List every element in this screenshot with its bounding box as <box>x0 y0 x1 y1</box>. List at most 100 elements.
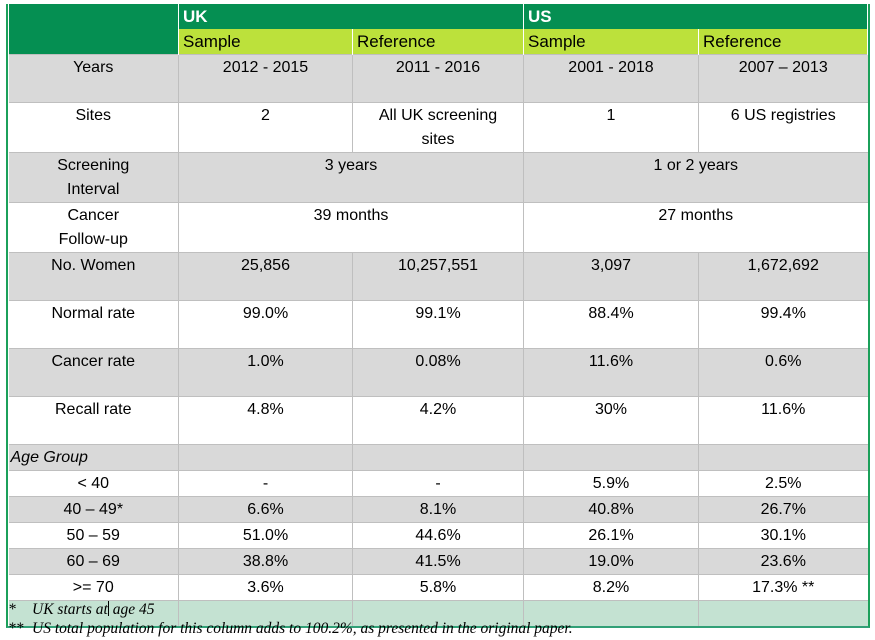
cell-cancer-rate-uk-reference[interactable]: 0.08% <box>352 348 524 397</box>
cell-screening-interval-us[interactable]: 1 or 2 years <box>523 152 868 203</box>
cell-sites-us-reference[interactable]: 6 US registries <box>698 102 868 153</box>
row-age-60-69: 60 – 69 38.8% 41.5% 19.0% 23.6% <box>8 548 868 575</box>
row-cancer-followup: Cancer Follow-up 39 months 27 months <box>8 202 868 253</box>
cell-screening-interval-uk[interactable]: 3 years <box>178 152 524 203</box>
row-recall-rate: Recall rate 4.8% 4.2% 30% 11.6% <box>8 396 868 445</box>
cell-cancer-followup-uk[interactable]: 39 months <box>178 202 524 253</box>
cell-age-group-us-reference-empty[interactable] <box>698 444 868 471</box>
cell-years-uk-reference[interactable]: 2011 - 2016 <box>352 54 524 103</box>
footnote-us-population[interactable]: ** US total population for this column a… <box>8 619 868 638</box>
cell-age-ge-70-us-reference[interactable]: 17.3% ** <box>698 574 868 601</box>
cell-normal-rate-us-reference[interactable]: 99.4% <box>698 300 868 349</box>
row-screening-interval: Screening Interval 3 years 1 or 2 years <box>8 152 868 203</box>
row-label-age-40-49[interactable]: 40 – 49* <box>8 496 179 523</box>
footnote-uk-age[interactable]: * UK starts at age 45 <box>8 600 868 619</box>
cell-no-women-us-sample[interactable]: 3,097 <box>523 252 699 301</box>
cell-age-group-uk-reference-empty[interactable] <box>352 444 524 471</box>
cell-age-group-us-sample-empty[interactable] <box>523 444 699 471</box>
cell-cancer-rate-uk-sample[interactable]: 1.0% <box>178 348 353 397</box>
cell-footer-label-empty[interactable] <box>8 600 179 626</box>
cell-footer-us-sample-empty[interactable] <box>523 600 699 626</box>
cell-age-group-uk-sample-empty[interactable] <box>178 444 353 471</box>
cell-recall-rate-uk-reference[interactable]: 4.2% <box>352 396 524 445</box>
cell-recall-rate-uk-sample[interactable]: 4.8% <box>178 396 353 445</box>
row-label-age-lt-40[interactable]: < 40 <box>8 470 179 497</box>
cell-age-40-49-us-reference[interactable]: 26.7% <box>698 496 868 523</box>
footnotes: * UK starts at age 45 ** US total popula… <box>8 600 868 638</box>
cell-age-40-49-us-sample[interactable]: 40.8% <box>523 496 699 523</box>
row-label-age-60-69[interactable]: 60 – 69 <box>8 548 179 575</box>
cell-age-50-59-uk-reference[interactable]: 44.6% <box>352 522 524 549</box>
row-label-age-ge-70[interactable]: >= 70 <box>8 574 179 601</box>
cell-no-women-uk-sample[interactable]: 25,856 <box>178 252 353 301</box>
uk-sample-header-cell[interactable]: Sample <box>178 29 353 55</box>
cell-age-50-59-us-sample[interactable]: 26.1% <box>523 522 699 549</box>
row-cancer-rate: Cancer rate 1.0% 0.08% 11.6% 0.6% <box>8 348 868 397</box>
cell-years-us-sample[interactable]: 2001 - 2018 <box>523 54 699 103</box>
cell-years-uk-sample[interactable]: 2012 - 2015 <box>178 54 353 103</box>
cell-age-lt-40-us-reference[interactable]: 2.5% <box>698 470 868 497</box>
row-label-sites[interactable]: Sites <box>8 102 179 153</box>
row-age-group-header: Age Group <box>8 444 868 471</box>
row-label-cancer-followup[interactable]: Cancer Follow-up <box>8 202 179 253</box>
us-header-cell[interactable]: US <box>523 4 868 29</box>
row-years: Years 2012 - 2015 2011 - 2016 2001 - 201… <box>8 54 868 103</box>
subheader-row: Sample Reference Sample Reference <box>9 29 868 55</box>
cell-no-women-uk-reference[interactable]: 10,257,551 <box>352 252 524 301</box>
row-age-40-49: 40 – 49* 6.6% 8.1% 40.8% 26.7% <box>8 496 868 523</box>
footnote-1-marker: * <box>8 601 16 618</box>
cell-age-60-69-us-sample[interactable]: 19.0% <box>523 548 699 575</box>
row-age-50-59: 50 – 59 51.0% 44.6% 26.1% 30.1% <box>8 522 868 549</box>
cell-age-lt-40-us-sample[interactable]: 5.9% <box>523 470 699 497</box>
cell-age-60-69-uk-reference[interactable]: 41.5% <box>352 548 524 575</box>
row-label-screening-interval[interactable]: Screening Interval <box>8 152 179 203</box>
cell-age-50-59-uk-sample[interactable]: 51.0% <box>178 522 353 549</box>
cell-age-50-59-us-reference[interactable]: 30.1% <box>698 522 868 549</box>
cell-age-ge-70-uk-sample[interactable]: 3.6% <box>178 574 353 601</box>
cell-recall-rate-us-sample[interactable]: 30% <box>523 396 699 445</box>
row-sites: Sites 2 All UK screening sites 1 6 US re… <box>8 102 868 153</box>
cell-recall-rate-us-reference[interactable]: 11.6% <box>698 396 868 445</box>
cell-age-40-49-uk-reference[interactable]: 8.1% <box>352 496 524 523</box>
row-label-normal-rate[interactable]: Normal rate <box>8 300 179 349</box>
cell-no-women-us-reference[interactable]: 1,672,692 <box>698 252 868 301</box>
footnote-1-text: UK starts at age 45 <box>32 601 155 618</box>
cell-sites-uk-reference[interactable]: All UK screening sites <box>352 102 524 153</box>
country-header-row: UK US <box>8 4 868 55</box>
row-label-age-group[interactable]: Age Group <box>8 444 179 471</box>
us-sample-header-cell[interactable]: Sample <box>523 29 699 55</box>
row-age-ge-70: >= 70 3.6% 5.8% 8.2% 17.3% ** <box>8 574 868 601</box>
cell-age-ge-70-us-sample[interactable]: 8.2% <box>523 574 699 601</box>
cell-age-lt-40-uk-sample[interactable]: - <box>178 470 353 497</box>
us-reference-header-cell[interactable]: Reference <box>698 29 868 55</box>
cell-normal-rate-uk-reference[interactable]: 99.1% <box>352 300 524 349</box>
cell-normal-rate-uk-sample[interactable]: 99.0% <box>178 300 353 349</box>
cell-normal-rate-us-sample[interactable]: 88.4% <box>523 300 699 349</box>
cell-age-60-69-uk-sample[interactable]: 38.8% <box>178 548 353 575</box>
cell-age-60-69-us-reference[interactable]: 23.6% <box>698 548 868 575</box>
footnote-2-text: US total population for this column adds… <box>32 620 573 637</box>
row-label-no-women[interactable]: No. Women <box>8 252 179 301</box>
cell-sites-uk-sample[interactable]: 2 <box>178 102 353 153</box>
cell-years-us-reference[interactable]: 2007 – 2013 <box>698 54 868 103</box>
cell-age-ge-70-uk-reference[interactable]: 5.8% <box>352 574 524 601</box>
cell-age-lt-40-uk-reference[interactable]: - <box>352 470 524 497</box>
cell-cancer-followup-us[interactable]: 27 months <box>523 202 868 253</box>
row-label-cancer-rate[interactable]: Cancer rate <box>8 348 179 397</box>
cell-age-40-49-uk-sample[interactable]: 6.6% <box>178 496 353 523</box>
cell-sites-us-sample[interactable]: 1 <box>523 102 699 153</box>
row-label-age-50-59[interactable]: 50 – 59 <box>8 522 179 549</box>
cell-cancer-rate-us-sample[interactable]: 11.6% <box>523 348 699 397</box>
cell-cancer-rate-us-reference[interactable]: 0.6% <box>698 348 868 397</box>
cell-footer-us-reference-empty[interactable] <box>698 600 868 626</box>
comparison-table: UK US Sample Reference Sample Reference … <box>8 4 868 626</box>
row-label-recall-rate[interactable]: Recall rate <box>8 396 179 445</box>
cell-footer-uk-sample-empty[interactable] <box>178 600 353 626</box>
uk-header-cell[interactable]: UK <box>178 4 524 29</box>
row-label-years[interactable]: Years <box>8 54 179 103</box>
row-normal-rate: Normal rate 99.0% 99.1% 88.4% 99.4% <box>8 300 868 349</box>
corner-header-cell[interactable] <box>8 4 179 55</box>
uk-us-screening-comparison-table: UK US Sample Reference Sample Reference … <box>6 4 870 628</box>
row-age-lt-40: < 40 - - 5.9% 2.5% <box>8 470 868 497</box>
uk-reference-header-cell[interactable]: Reference <box>352 29 524 55</box>
